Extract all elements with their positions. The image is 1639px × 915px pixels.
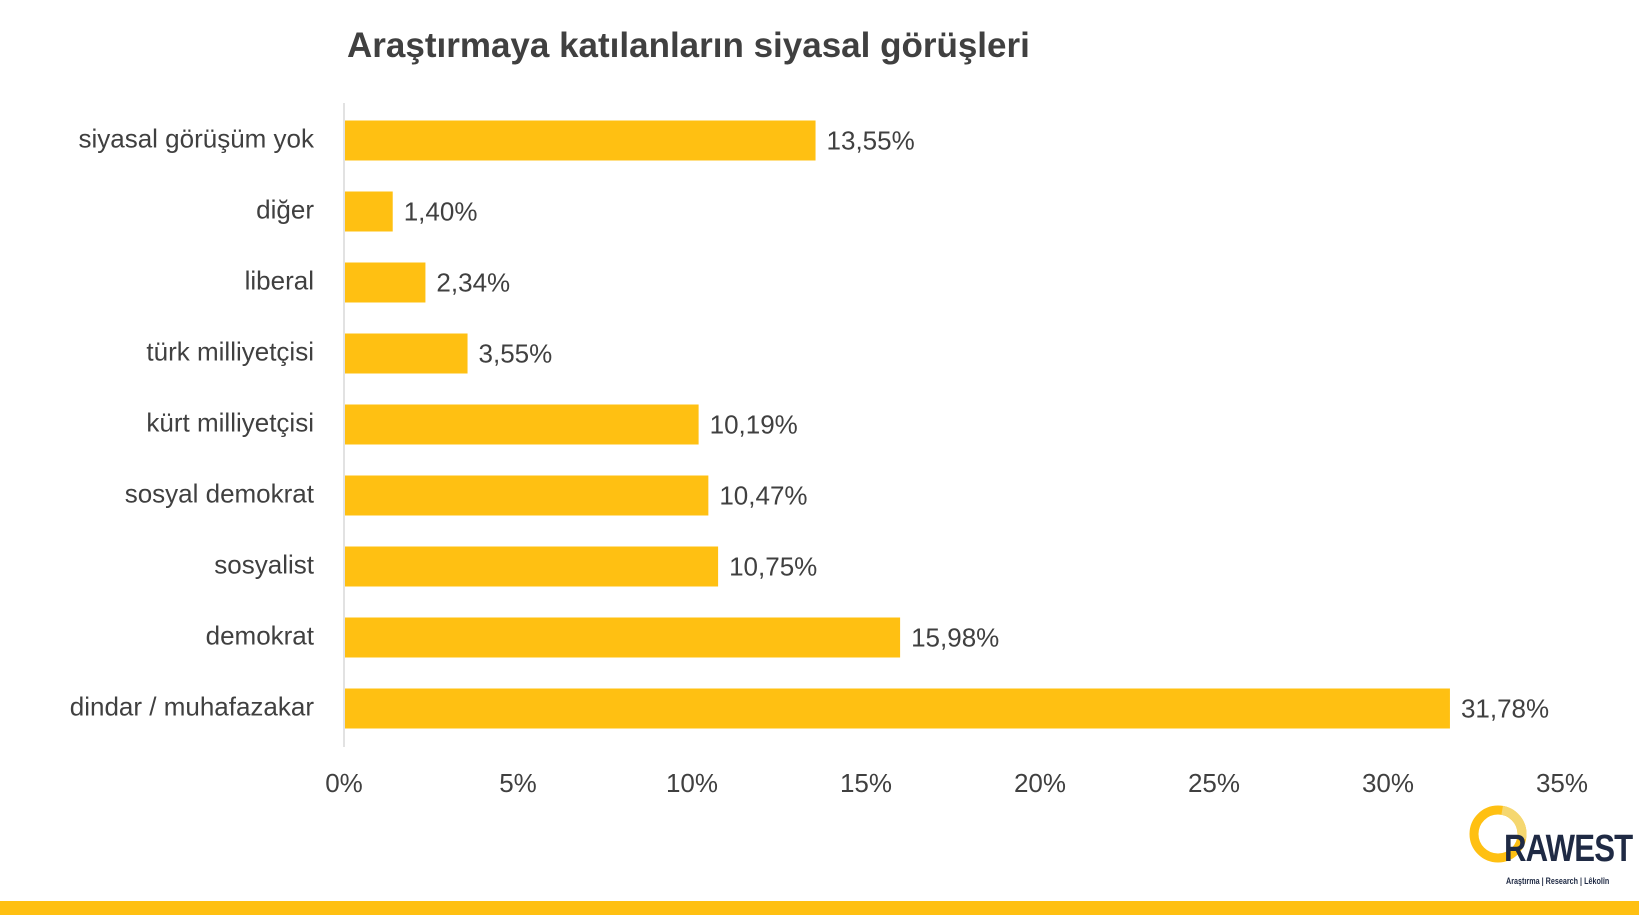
bar <box>345 617 901 658</box>
x-tick-label: 30% <box>1362 768 1414 798</box>
bar <box>345 404 699 445</box>
data-label: 10,19% <box>710 409 798 439</box>
logo-ring-icon <box>1469 805 1527 863</box>
data-label: 1,40% <box>404 196 478 226</box>
data-label: 31,78% <box>1461 693 1549 723</box>
category-label: demokrat <box>206 620 315 650</box>
logo-wordmark: RAWEST <box>1504 828 1633 870</box>
bar <box>345 262 426 303</box>
category-label: siyasal görüşüm yok <box>78 123 315 153</box>
x-tick-label: 0% <box>325 768 363 798</box>
bar <box>345 333 468 374</box>
bar <box>345 688 1450 729</box>
rawest-logo: RAWEST Araştırma | Research | Lêkolîn <box>1468 800 1633 900</box>
bar <box>345 546 719 587</box>
data-label: 3,55% <box>479 338 553 368</box>
logo-tagline: Araştırma | Research | Lêkolîn <box>1506 876 1610 886</box>
bar <box>345 120 816 161</box>
data-label: 15,98% <box>911 622 999 652</box>
category-label: liberal <box>245 265 314 295</box>
category-label: kürt milliyetçisi <box>146 407 314 437</box>
category-label: diğer <box>256 194 314 224</box>
x-tick-label: 35% <box>1536 768 1588 798</box>
x-tick-label: 10% <box>666 768 718 798</box>
data-label: 10,75% <box>729 551 817 581</box>
category-label: türk milliyetçisi <box>146 336 314 366</box>
bar <box>345 475 709 516</box>
x-tick-label: 25% <box>1188 768 1240 798</box>
data-label: 13,55% <box>827 125 915 155</box>
bar <box>345 191 393 232</box>
x-tick-label: 20% <box>1014 768 1066 798</box>
category-label: sosyalist <box>214 549 314 579</box>
x-tick-label: 15% <box>840 768 892 798</box>
data-label: 10,47% <box>719 480 807 510</box>
data-label: 2,34% <box>436 267 510 297</box>
x-tick-label: 5% <box>499 768 537 798</box>
bottom-accent-band <box>0 901 1639 915</box>
category-label: sosyal demokrat <box>125 478 315 508</box>
category-label: dindar / muhafazakar <box>70 691 315 721</box>
chart-title: Araştırmaya katılanların siyasal görüşle… <box>347 26 1030 65</box>
